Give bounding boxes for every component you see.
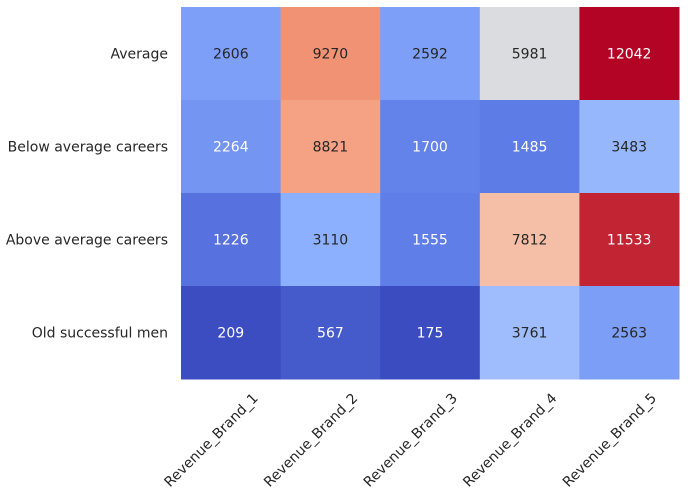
heatmap-cell-r2-c2: [380, 193, 481, 287]
heatmap-cell-r2-c1: [280, 193, 381, 287]
heatmap-cell-r0-c0: [181, 7, 282, 101]
heatmap-cell-r3-c3: [479, 286, 580, 380]
cell-value-r0-c1: 9270: [313, 47, 349, 63]
cell-value-r2-c3: 7812: [512, 233, 548, 249]
cell-value-r0-c0: 2606: [213, 47, 249, 63]
heatmap-cell-r0-c1: [280, 7, 381, 101]
cell-value-r0-c2: 2592: [412, 47, 448, 63]
cell-value-r1-c1: 8821: [313, 140, 349, 156]
cell-value-r3-c2: 175: [417, 326, 444, 342]
column-label-1: Revenue_Brand_2: [261, 391, 361, 491]
heatmap-cell-values: 2606 9270 2592 5981 12042 2264 8821 1700 1485 348…: [213, 47, 651, 342]
heatmap-cell-r0-c2: [380, 7, 481, 101]
row-label-1: Below average careers: [8, 140, 168, 156]
heatmap-cell-r1-c4: [579, 100, 680, 194]
cell-value-r2-c1: 3110: [313, 233, 349, 249]
row-label-3: Old successful men: [32, 326, 168, 342]
heatmap-cell-r3-c4: [579, 286, 680, 380]
heatmap-cell-r1-c2: [380, 100, 481, 194]
cell-value-r2-c4: 11533: [607, 233, 652, 249]
column-label-0: Revenue_Brand_1: [162, 391, 262, 491]
column-labels: Revenue_Brand_1 Revenue_Brand_2 Revenue_Br…: [162, 390, 661, 490]
column-label-4: Revenue_Brand_5: [560, 391, 660, 491]
heatmap-cell-r3-c2: [380, 286, 481, 380]
cell-value-r2-c2: 1555: [412, 233, 448, 249]
heatmap-cell-r0-c4: [579, 7, 680, 101]
cell-value-r2-c0: 1226: [213, 233, 249, 249]
cell-value-r0-c3: 5981: [512, 47, 548, 63]
cell-value-r3-c1: 567: [317, 326, 344, 342]
heatmap-cell-r0-c3: [479, 7, 580, 101]
cell-value-r1-c4: 3483: [611, 140, 647, 156]
heatmap-cell-r3-c1: [280, 286, 381, 380]
heatmap-cell-r1-c3: [479, 100, 580, 194]
heatmap-cell-r2-c4: [579, 193, 680, 287]
heatmap-cell-r2-c0: [181, 193, 282, 287]
column-label-3: Revenue_Brand_4: [460, 390, 560, 490]
column-label-2: Revenue_Brand_3: [361, 391, 461, 491]
heatmap-cells: [181, 7, 680, 380]
row-label-2: Above average careers: [6, 233, 168, 249]
heatmap-cell-r1-c1: [280, 100, 381, 194]
cell-value-r1-c3: 1485: [512, 140, 548, 156]
cell-value-r1-c0: 2264: [213, 140, 249, 156]
row-label-0: Average: [111, 47, 169, 63]
cell-value-r3-c4: 2563: [611, 326, 647, 342]
heatmap-cell-r3-c0: [181, 286, 282, 380]
cell-value-r3-c3: 3761: [512, 326, 548, 342]
cell-value-r3-c0: 209: [217, 326, 244, 342]
row-labels: Average Below average careers Above averag…: [6, 47, 168, 342]
cell-value-r0-c4: 12042: [607, 47, 652, 63]
heatmap-cell-r2-c3: [479, 193, 580, 287]
cell-value-r1-c2: 1700: [412, 140, 448, 156]
heatmap-cell-r1-c0: [181, 100, 282, 194]
